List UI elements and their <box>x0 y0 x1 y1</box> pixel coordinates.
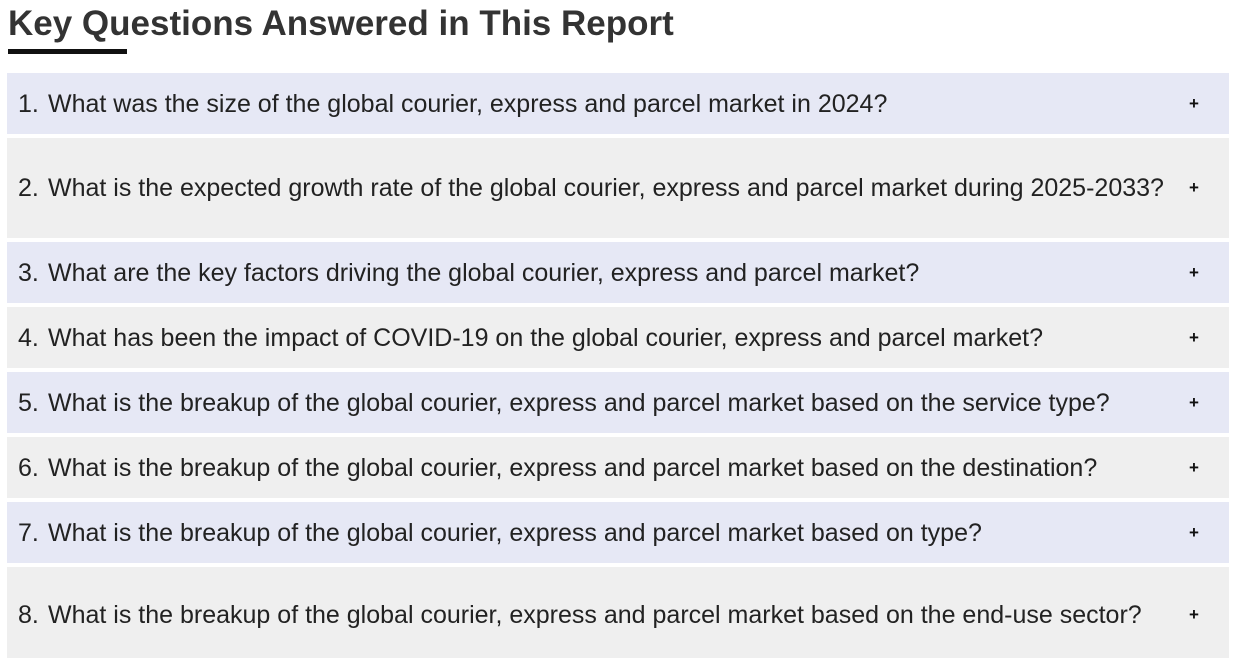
faq-question[interactable]: What is the breakup of the global courie… <box>48 388 1110 417</box>
faq-item-3[interactable]: 3. What are the key factors driving the … <box>7 242 1229 303</box>
faq-item-1[interactable]: 1. What was the size of the global couri… <box>7 73 1229 134</box>
title-underline <box>8 49 127 54</box>
faq-number: 7. <box>18 518 39 547</box>
faq-question[interactable]: What was the size of the global courier,… <box>48 89 888 118</box>
faq-number: 4. <box>18 323 39 352</box>
faq-number: 1. <box>18 89 39 118</box>
plus-icon[interactable]: + <box>1189 457 1199 477</box>
faq-number: 8. <box>18 601 39 629</box>
faq-number: 3. <box>18 258 39 287</box>
plus-icon[interactable]: + <box>1189 605 1199 624</box>
plus-icon[interactable]: + <box>1189 392 1199 412</box>
faq-number: 6. <box>18 453 39 482</box>
faq-question[interactable]: What has been the impact of COVID-19 on … <box>48 323 1043 352</box>
plus-icon[interactable]: + <box>1189 327 1199 347</box>
faq-item-4[interactable]: 4. What has been the impact of COVID-19 … <box>7 307 1229 368</box>
plus-icon[interactable]: + <box>1189 522 1199 542</box>
faq-question[interactable]: What are the key factors driving the glo… <box>48 258 920 287</box>
faq-item-5[interactable]: 5. What is the breakup of the global cou… <box>7 372 1229 433</box>
faq-question[interactable]: What is the breakup of the global courie… <box>48 601 1142 629</box>
faq-question[interactable]: What is the breakup of the global courie… <box>48 518 982 547</box>
faq-item-8[interactable]: 8. What is the breakup of the global cou… <box>7 567 1229 658</box>
faq-number: 2. <box>18 174 39 202</box>
faq-item-2[interactable]: 2. What is the expected growth rate of t… <box>7 138 1229 238</box>
plus-icon[interactable]: + <box>1189 262 1199 282</box>
section-title: Key Questions Answered in This Report <box>8 4 674 43</box>
faq-question[interactable]: What is the expected growth rate of the … <box>48 174 1164 202</box>
faq-item-7[interactable]: 7. What is the breakup of the global cou… <box>7 502 1229 563</box>
faq-question[interactable]: What is the breakup of the global courie… <box>48 453 1098 482</box>
plus-icon[interactable]: + <box>1189 93 1199 113</box>
faq-number: 5. <box>18 388 39 417</box>
faq-list: 1. What was the size of the global couri… <box>7 73 1229 658</box>
plus-icon[interactable]: + <box>1189 178 1199 197</box>
faq-item-6[interactable]: 6. What is the breakup of the global cou… <box>7 437 1229 498</box>
